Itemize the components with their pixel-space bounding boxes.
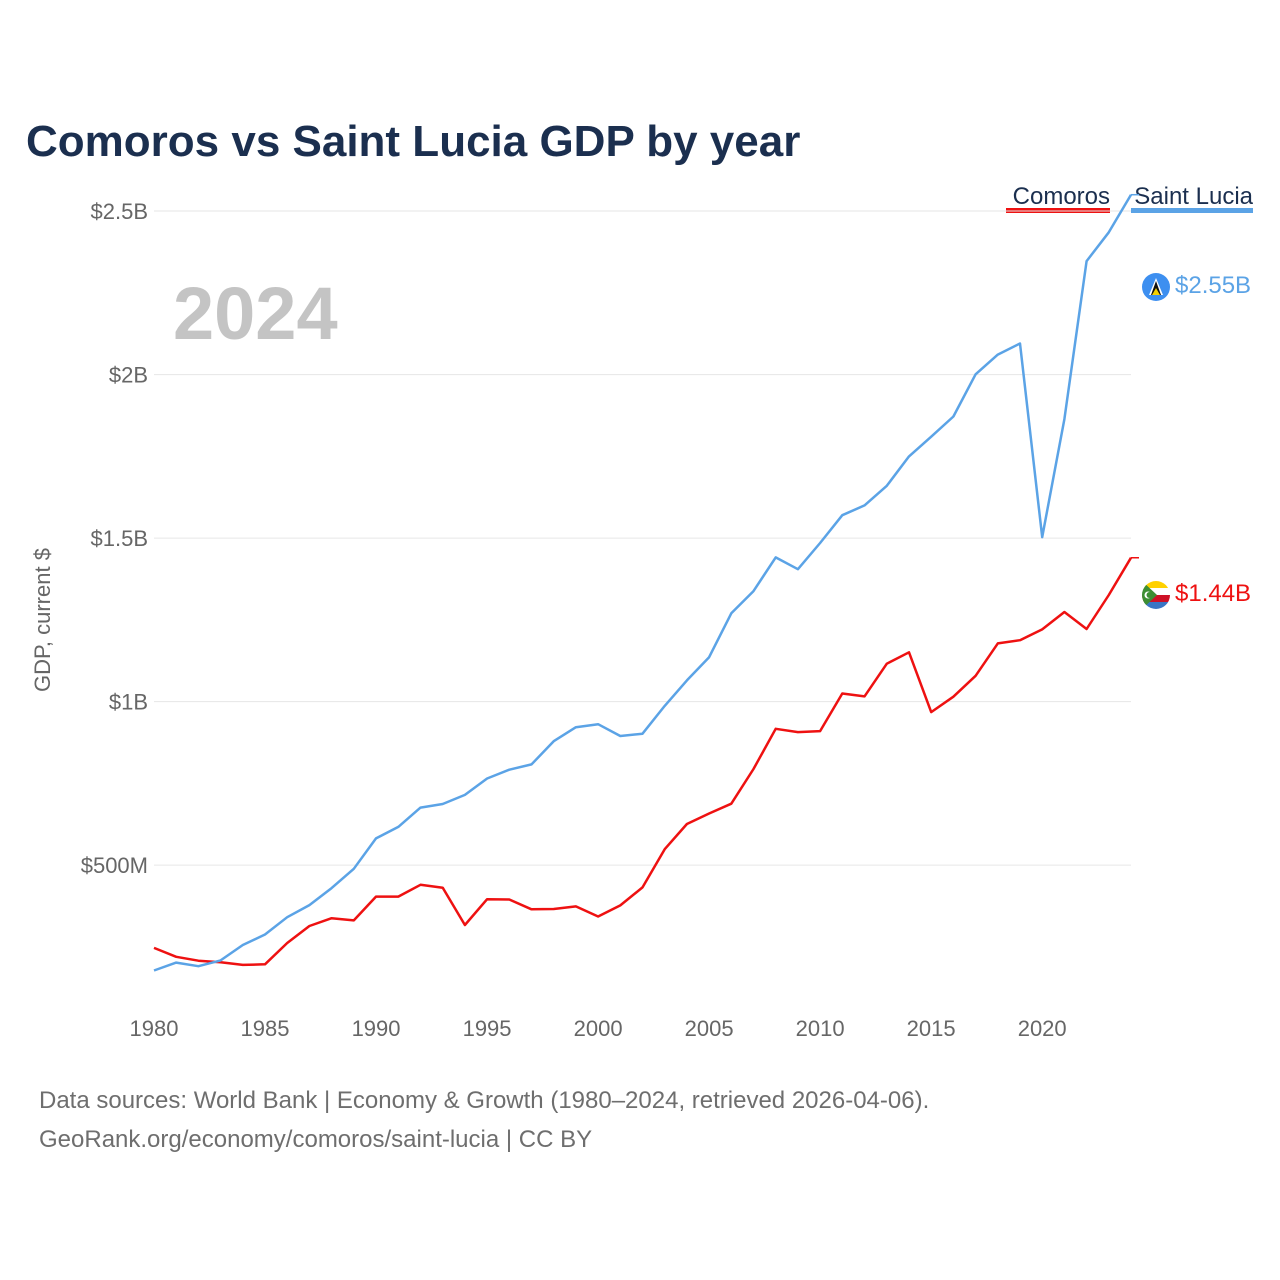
end-markers: $2.55B $1.44B — [1142, 272, 1251, 609]
y-tick-label: $2.5B — [91, 199, 149, 224]
legend-item-saint-lucia[interactable]: Saint Lucia — [1134, 183, 1253, 210]
x-tick-label: 1985 — [241, 1016, 290, 1041]
year-indicator: 2024 — [173, 272, 338, 355]
y-axis-label: GDP, current $ — [30, 548, 55, 692]
legend-item-comoros[interactable]: Comoros — [1013, 183, 1110, 210]
y-tick-label: $1B — [109, 690, 148, 715]
x-tick-label: 1990 — [352, 1016, 401, 1041]
series-line-comoros — [153, 557, 1133, 967]
x-tick-label: 2010 — [796, 1016, 845, 1041]
y-tick-label: $500M — [81, 853, 148, 878]
x-tick-label: 2000 — [574, 1016, 623, 1041]
x-tick-label: 1980 — [130, 1016, 179, 1041]
x-tick-label: 1995 — [463, 1016, 512, 1041]
legend: Comoros Saint Lucia — [1006, 183, 1254, 213]
y-axis-ticks: $500M $1B $1.5B $2B $2.5B — [81, 199, 148, 878]
series-lines — [153, 193, 1139, 972]
legend-swatch-comoros — [1006, 208, 1110, 213]
y-tick-label: $1.5B — [91, 526, 149, 551]
chart-title: Comoros vs Saint Lucia GDP by year — [26, 117, 800, 166]
x-tick-label: 2015 — [907, 1016, 956, 1041]
end-value-saint-lucia: $2.55B — [1175, 272, 1251, 299]
x-axis-ticks: 1980 1985 1990 1995 2000 2005 2010 2015 2020 — [130, 1016, 1067, 1041]
x-tick-label: 2020 — [1018, 1016, 1067, 1041]
gridlines — [154, 210, 1131, 866]
source-line-1: Data sources: World Bank | Economy & Gro… — [39, 1087, 929, 1114]
series-line-saint-lucia — [153, 194, 1133, 972]
comoros-flag-icon — [1142, 581, 1170, 609]
legend-swatch-saint-lucia — [1131, 208, 1253, 213]
saint-lucia-flag-icon — [1142, 273, 1170, 301]
source-line-2[interactable]: GeoRank.org/economy/comoros/saint-lucia … — [39, 1126, 592, 1153]
y-tick-label: $2B — [109, 363, 148, 388]
x-tick-label: 2005 — [685, 1016, 734, 1041]
end-value-comoros: $1.44B — [1175, 580, 1251, 607]
